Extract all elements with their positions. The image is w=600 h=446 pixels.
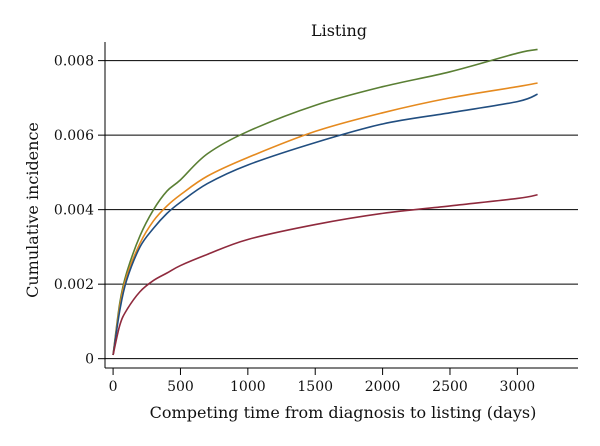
x-tick-label: 500 <box>167 379 194 395</box>
series-line-1 <box>112 48 538 356</box>
x-tick-label: 0 <box>109 379 118 395</box>
series-layer <box>112 48 538 356</box>
x-tick-label: 2000 <box>365 379 401 395</box>
y-tick-label: 0.008 <box>54 54 94 70</box>
x-tick-label: 1000 <box>230 379 266 395</box>
y-tick-label: 0.002 <box>54 277 94 293</box>
y-tick-label: 0.006 <box>54 128 94 144</box>
x-ticks: 0 500 1000 1500 2000 2500 3000 <box>109 368 536 395</box>
x-tick-label: 2500 <box>432 379 468 395</box>
y-axis-label: Cumulative incidence <box>23 122 42 298</box>
x-tick-label: 1500 <box>297 379 333 395</box>
x-tick-label: 3000 <box>500 379 536 395</box>
series-line-3 <box>112 93 538 356</box>
series-line-2 <box>112 82 538 356</box>
x-axis-label: Competing time from diagnosis to listing… <box>150 403 537 422</box>
series-line-4 <box>112 193 538 356</box>
y-tick-label: 0.004 <box>54 203 94 219</box>
y-ticks: 0 0.002 0.004 0.006 0.008 <box>54 54 105 368</box>
y-tick-label: 0 <box>85 352 94 368</box>
y-gridlines <box>105 60 578 360</box>
chart-title: Listing <box>311 21 367 40</box>
